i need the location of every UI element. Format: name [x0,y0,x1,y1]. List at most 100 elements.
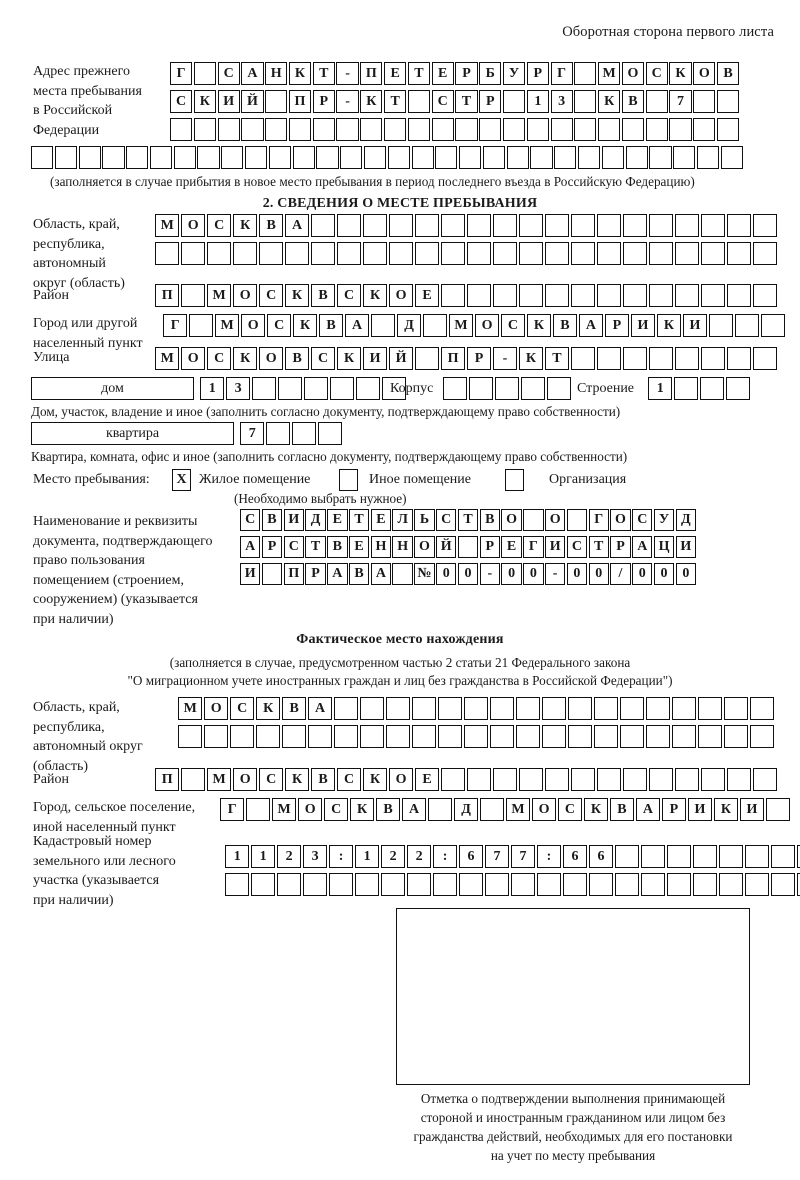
cadastral-cell-r1-7[interactable]: 2 [380,845,406,868]
prev-addr-cell-r2-15[interactable] [502,90,526,113]
actual-city-cell-2[interactable] [245,798,271,821]
prev-addr-cell-r1-5[interactable]: Н [265,62,288,85]
cadastral-cell-r1-11[interactable]: 7 [484,845,510,868]
actual-region-cell-r2-4[interactable] [255,725,281,748]
document-cell-r1-18[interactable]: О [610,509,631,531]
prev-addr-cell-r2-7[interactable]: Р [312,90,335,113]
cadastral-cell-r2-6[interactable] [354,873,380,896]
prev-addr-cell-r4-5[interactable] [126,146,149,169]
prev-addr-cell-r2-6[interactable]: П [288,90,312,113]
street-cell-23[interactable] [726,347,752,370]
region-cell-r2-8[interactable] [336,242,362,265]
actual-district-cell-11[interactable]: Е [414,768,440,791]
city-cell-17[interactable]: А [578,314,604,337]
actual-city-cell-17[interactable]: А [635,798,661,821]
prev-addr-cell-r3-15[interactable] [502,118,526,141]
region-cell-r2-21[interactable] [674,242,700,265]
street-cell-22[interactable] [700,347,726,370]
document-cell-r2-2[interactable]: Р [261,536,283,558]
actual-city-cell-21[interactable]: И [739,798,765,821]
document-cell-r1-10[interactable]: С [436,509,457,531]
street-cell-19[interactable] [622,347,648,370]
city-cell-13[interactable]: О [474,314,500,337]
street-cell-10[interactable]: Й [388,347,414,370]
actual-region-cell-r2-18[interactable] [619,725,645,748]
region-cell-r1-2[interactable]: О [180,214,206,237]
actual-region-cell-r2-3[interactable] [229,725,255,748]
region-cell-r1-10[interactable] [388,214,414,237]
district-cell-5[interactable]: С [258,284,284,307]
prev-addr-cell-r2-22[interactable]: 7 [669,90,692,113]
actual-district-cell-20[interactable] [648,768,674,791]
actual-district-cell-5[interactable]: С [258,768,284,791]
region-cell-r2-14[interactable] [492,242,518,265]
city-cell-22[interactable] [708,314,734,337]
region-cell-r2-2[interactable] [180,242,206,265]
cadastral-cell-r2-1[interactable] [225,873,250,896]
street-cell-2[interactable]: О [180,347,206,370]
actual-region-row-2[interactable] [178,725,775,748]
stamp-area[interactable] [396,908,750,1085]
actual-city-cell-7[interactable]: В [375,798,401,821]
district-cell-4[interactable]: О [232,284,258,307]
actual-region-cell-r1-20[interactable] [671,697,697,720]
flat-cell-2[interactable] [265,422,291,445]
actual-region-cell-r1-15[interactable] [541,697,567,720]
prev-addr-cell-r1-4[interactable]: А [241,62,264,85]
cadastral-cell-r2-18[interactable] [666,873,692,896]
prev-addr-cell-r4-11[interactable] [268,146,291,169]
prev-addr-cell-r1-10[interactable]: Е [384,62,407,85]
stroenie-cell-4[interactable] [725,377,751,400]
city-cell-11[interactable] [422,314,448,337]
region-cell-r1-9[interactable] [362,214,388,237]
prev-addr-cell-r1-1[interactable]: Г [170,62,193,85]
actual-region-cell-r1-4[interactable]: К [255,697,281,720]
document-cell-r2-16[interactable]: С [566,536,588,558]
region-cell-r1-14[interactable] [492,214,518,237]
region-cell-r1-6[interactable]: А [284,214,310,237]
document-cell-r1-16[interactable] [566,509,588,531]
street-cell-9[interactable]: И [362,347,388,370]
district-cell-22[interactable] [700,284,726,307]
region-cell-r2-19[interactable] [622,242,648,265]
actual-city-cell-9[interactable] [427,798,453,821]
korpus-cell-2[interactable] [468,377,494,400]
prev-addr-cell-r1-17[interactable]: Г [550,62,573,85]
cadastral-cell-r2-16[interactable] [614,873,640,896]
actual-region-cell-r2-10[interactable] [411,725,437,748]
cadastral-cell-r1-2[interactable]: 1 [250,845,276,868]
document-cell-r1-8[interactable]: Л [392,509,413,531]
prev-addr-cell-r4-12[interactable] [292,146,315,169]
korpus-cell-4[interactable] [520,377,546,400]
prev-addr-cell-r2-23[interactable] [693,90,716,113]
prev-addr-cell-r4-16[interactable] [387,146,410,169]
actual-city-cell-1[interactable]: Г [220,798,245,821]
city-cell-5[interactable]: С [266,314,292,337]
region-cell-r2-9[interactable] [362,242,388,265]
street-cell-11[interactable] [414,347,440,370]
prev-addr-cell-r3-12[interactable] [431,118,454,141]
cadastral-cell-r1-9[interactable]: : [432,845,458,868]
prev-addr-cell-r3-22[interactable] [669,118,692,141]
document-cell-r3-4[interactable]: Р [305,563,326,585]
actual-region-cell-r1-7[interactable] [333,697,359,720]
region-cell-r1-11[interactable] [414,214,440,237]
region-cell-r2-12[interactable] [440,242,466,265]
city-cell-7[interactable]: В [318,314,344,337]
actual-district-cell-18[interactable] [596,768,622,791]
document-cell-r1-4[interactable]: Д [305,509,326,531]
actual-region-cell-r2-20[interactable] [671,725,697,748]
prev-addr-cell-r3-6[interactable] [288,118,312,141]
document-cell-r3-20[interactable]: 0 [653,563,675,585]
house-cell-8[interactable] [381,377,407,400]
prev-addr-cell-r2-17[interactable]: 3 [550,90,573,113]
prev-addr-cell-r2-21[interactable] [645,90,668,113]
street-cell-21[interactable] [674,347,700,370]
cadastral-cell-r2-21[interactable] [744,873,770,896]
actual-region-cell-r1-9[interactable] [385,697,411,720]
region-cell-r2-6[interactable] [284,242,310,265]
document-cell-r3-3[interactable]: П [283,563,304,585]
district-cell-24[interactable] [752,284,778,307]
actual-city-cell-10[interactable]: Д [453,798,479,821]
